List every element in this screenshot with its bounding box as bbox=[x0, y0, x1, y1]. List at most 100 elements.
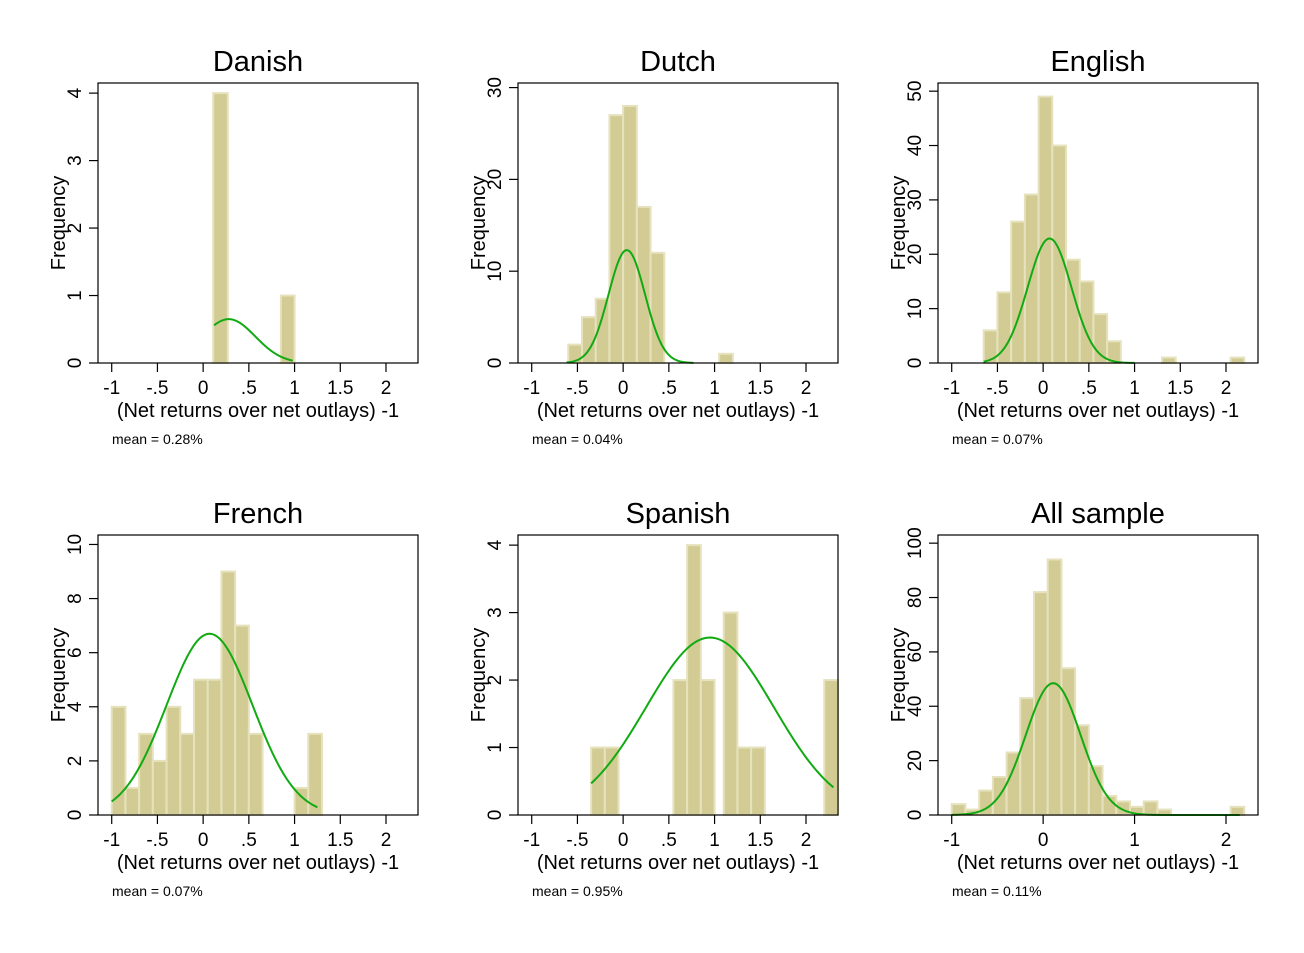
mean-note: mean = 0.28% bbox=[112, 431, 203, 447]
plot-frame bbox=[937, 82, 1259, 364]
x-tick-label: .5 bbox=[661, 830, 677, 851]
histogram-bar bbox=[736, 746, 753, 816]
x-tick-label: -1 bbox=[943, 378, 960, 399]
histogram-bar bbox=[179, 732, 196, 816]
y-tick-label: 40 bbox=[905, 135, 926, 156]
y-tick-label: 0 bbox=[905, 810, 926, 821]
y-tick-label: 20 bbox=[485, 169, 506, 190]
y-tick-label: 0 bbox=[905, 358, 926, 369]
y-axis-label: Frequency bbox=[468, 628, 490, 723]
x-tick-label: -1 bbox=[523, 830, 540, 851]
x-tick-label: -1 bbox=[103, 378, 120, 399]
histogram-bar bbox=[1060, 667, 1077, 816]
x-tick-label: 1.5 bbox=[747, 378, 773, 399]
histogram-bar bbox=[165, 705, 182, 816]
histogram-bar bbox=[1142, 800, 1159, 817]
y-tick-label: 4 bbox=[485, 539, 506, 550]
y-tick-label: 2 bbox=[65, 756, 86, 767]
y-tick-label: 10 bbox=[65, 534, 86, 555]
histogram-bar bbox=[750, 746, 766, 816]
histogram-bar bbox=[950, 803, 967, 817]
x-tick-label: 2 bbox=[801, 378, 812, 399]
x-tick-label: 0 bbox=[618, 378, 629, 399]
y-tick-label: 0 bbox=[65, 358, 86, 369]
panel-french: -1 -.5 0 .5 1 1.5 2 0 2 4 6 8 10 French (Net returns o… bbox=[48, 498, 419, 899]
plot-frame bbox=[97, 534, 419, 816]
y-tick-label: 50 bbox=[905, 81, 926, 102]
histogram-bar bbox=[1051, 144, 1068, 364]
panel-title: English bbox=[1050, 46, 1145, 78]
x-tick-label: -1 bbox=[103, 830, 120, 851]
panel-title: All sample bbox=[1031, 498, 1165, 530]
x-tick-label: .5 bbox=[1081, 378, 1097, 399]
y-axis-label: Frequency bbox=[888, 176, 910, 271]
y-tick-label: 2 bbox=[485, 675, 506, 686]
x-tick-label: .5 bbox=[241, 830, 257, 851]
histogram-bar bbox=[1037, 95, 1054, 365]
histogram-bar bbox=[608, 114, 625, 364]
x-axis-label: (Net returns over net outlays) -1 bbox=[957, 852, 1239, 874]
x-tick-label: -.5 bbox=[566, 378, 588, 399]
y-tick-label: 4 bbox=[65, 87, 86, 98]
histogram-bar bbox=[234, 624, 250, 816]
x-tick-label: 1 bbox=[289, 378, 300, 399]
x-tick-label: -.5 bbox=[146, 830, 168, 851]
mean-note: mean = 0.04% bbox=[532, 431, 623, 447]
x-tick-label: 1.5 bbox=[327, 378, 353, 399]
histogram-bar bbox=[718, 352, 734, 364]
y-tick-label: 8 bbox=[65, 593, 86, 604]
plot-frame bbox=[97, 82, 419, 364]
x-axis-label: (Net returns over net outlays) -1 bbox=[117, 400, 399, 422]
x-tick-label: 2 bbox=[381, 378, 392, 399]
histogram-bar bbox=[1023, 193, 1040, 364]
y-tick-label: 40 bbox=[905, 696, 926, 717]
mean-note: mean = 0.11% bbox=[952, 883, 1042, 899]
y-tick-label: 6 bbox=[65, 647, 86, 658]
y-tick-label: 0 bbox=[65, 810, 86, 821]
histogram-bar bbox=[1010, 220, 1026, 364]
y-tick-label: 100 bbox=[905, 527, 926, 559]
panel-spanish: -1 -.5 0 .5 1 1.5 2 0 1 2 3 4 Spanish (Net returns ov… bbox=[468, 498, 839, 899]
histogram-bar bbox=[1161, 356, 1177, 365]
x-axis-label: (Net returns over net outlays) -1 bbox=[117, 852, 399, 874]
y-tick-label: 1 bbox=[65, 290, 86, 301]
panel-title: Spanish bbox=[626, 498, 731, 530]
density-curve bbox=[590, 636, 835, 789]
x-tick-label: -.5 bbox=[566, 830, 588, 851]
x-tick-label: 2 bbox=[801, 830, 812, 851]
density-curve bbox=[213, 318, 293, 362]
x-tick-label: 0 bbox=[1038, 378, 1049, 399]
y-axis-label: Frequency bbox=[48, 628, 70, 723]
histogram-bar bbox=[151, 759, 168, 817]
y-tick-label: 30 bbox=[485, 77, 506, 98]
y-tick-label: 0 bbox=[485, 810, 506, 821]
y-tick-label: 80 bbox=[905, 587, 926, 608]
y-axis-label: Frequency bbox=[468, 176, 490, 271]
panel-title: Danish bbox=[213, 46, 303, 78]
x-tick-label: .5 bbox=[661, 378, 677, 399]
x-axis-label: (Net returns over net outlays) -1 bbox=[957, 400, 1239, 422]
histogram-bar bbox=[603, 746, 620, 816]
x-tick-label: 1.5 bbox=[327, 830, 353, 851]
mean-note: mean = 0.07% bbox=[952, 431, 1043, 447]
x-tick-label: 1 bbox=[289, 830, 300, 851]
x-tick-label: 2 bbox=[1221, 378, 1232, 399]
plot-frame bbox=[517, 534, 839, 816]
histogram-bar bbox=[247, 732, 264, 816]
x-tick-label: 1 bbox=[1129, 378, 1140, 399]
y-tick-label: 4 bbox=[65, 701, 86, 712]
y-tick-label: 30 bbox=[905, 189, 926, 210]
x-tick-label: -1 bbox=[943, 830, 960, 851]
histogram-bar bbox=[206, 678, 223, 817]
x-tick-label: 2 bbox=[381, 830, 392, 851]
y-tick-label: 3 bbox=[485, 607, 506, 618]
x-axis-label: (Net returns over net outlays) -1 bbox=[537, 400, 819, 422]
y-tick-label: 3 bbox=[65, 155, 86, 166]
histogram-bar bbox=[672, 679, 689, 816]
x-tick-label: 1.5 bbox=[1167, 378, 1193, 399]
histogram-bar bbox=[1229, 356, 1246, 365]
x-tick-label: -.5 bbox=[146, 378, 168, 399]
histogram-bar bbox=[686, 544, 702, 816]
